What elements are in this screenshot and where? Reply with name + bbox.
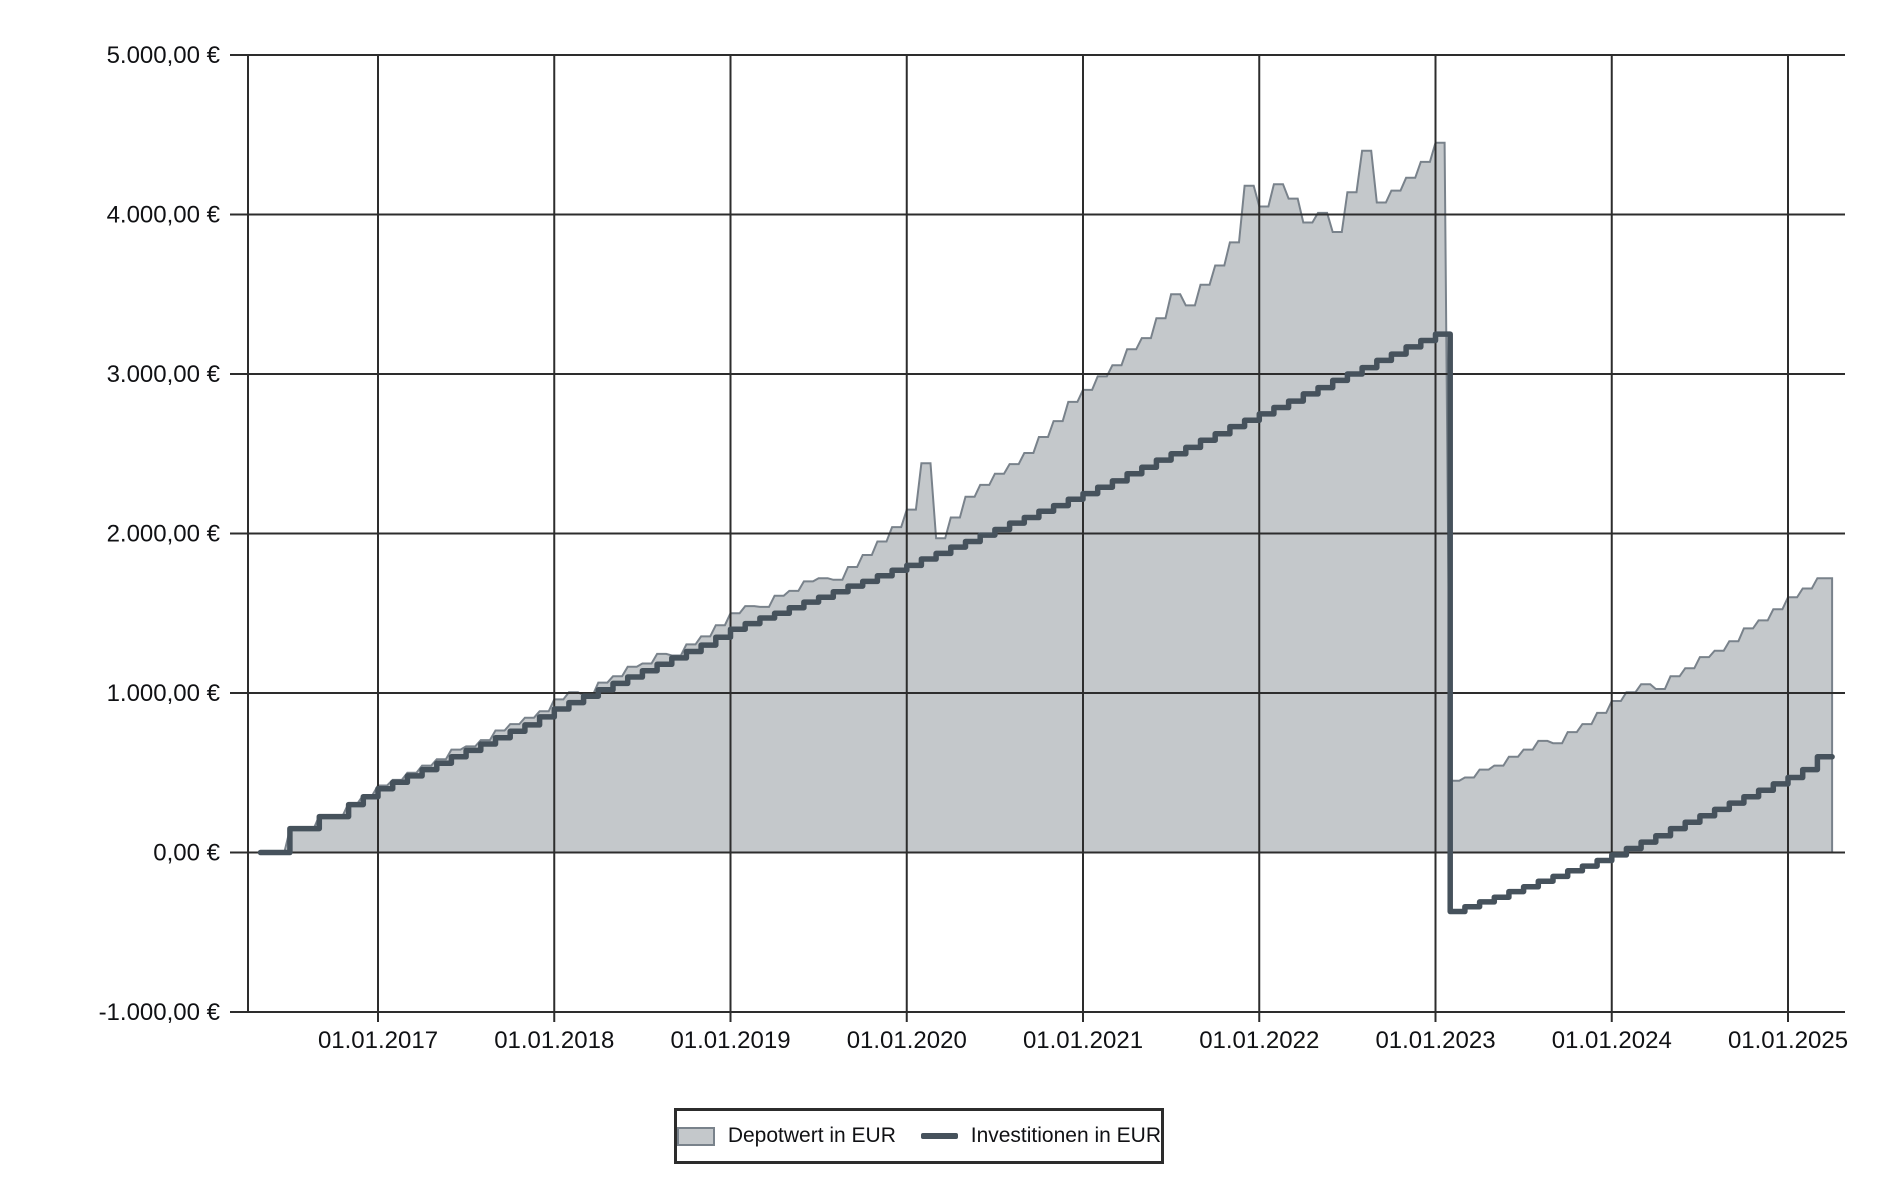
investitionen-line-swatch — [920, 1133, 958, 1139]
x-tick-label: 01.01.2020 — [847, 1027, 967, 1054]
axis-labels: 5.000,00 € 4.000,00 € 3.000,00 € 2.000,00 €… — [99, 42, 1849, 1054]
y-tick-label: 5.000,00 € — [107, 42, 221, 69]
x-tick-label: 01.01.2018 — [494, 1027, 614, 1054]
x-tick-label: 01.01.2023 — [1375, 1027, 1495, 1054]
y-tick-label: 4.000,00 € — [107, 202, 221, 229]
x-tick-label: 01.01.2019 — [670, 1027, 790, 1054]
y-tick-label: 0,00 € — [153, 840, 220, 867]
grid — [230, 54, 1845, 1022]
investitionen-line — [257, 331, 1835, 915]
depotwert-area — [260, 141, 1834, 854]
depotwert-area-swatch — [677, 1126, 715, 1146]
y-tick-label: 2.000,00 € — [107, 521, 221, 548]
y-tick-label: 1.000,00 € — [107, 680, 221, 707]
x-tick-label: 01.01.2025 — [1728, 1027, 1848, 1054]
chart-legend: Depotwert in EUR Investitionen in EUR — [674, 1108, 1164, 1164]
x-tick-label: 01.01.2021 — [1023, 1027, 1143, 1054]
depotwert-legend-label: Depotwert in EUR — [727, 1124, 896, 1147]
y-tick-label: -1.000,00 € — [99, 999, 221, 1026]
x-tick-label: 01.01.2024 — [1552, 1027, 1672, 1054]
investitionen-legend-label: Investitionen in EUR — [970, 1124, 1161, 1147]
x-tick-label: 01.01.2017 — [318, 1027, 438, 1054]
x-tick-label: 01.01.2022 — [1199, 1027, 1319, 1054]
y-tick-label: 3.000,00 € — [107, 361, 221, 388]
